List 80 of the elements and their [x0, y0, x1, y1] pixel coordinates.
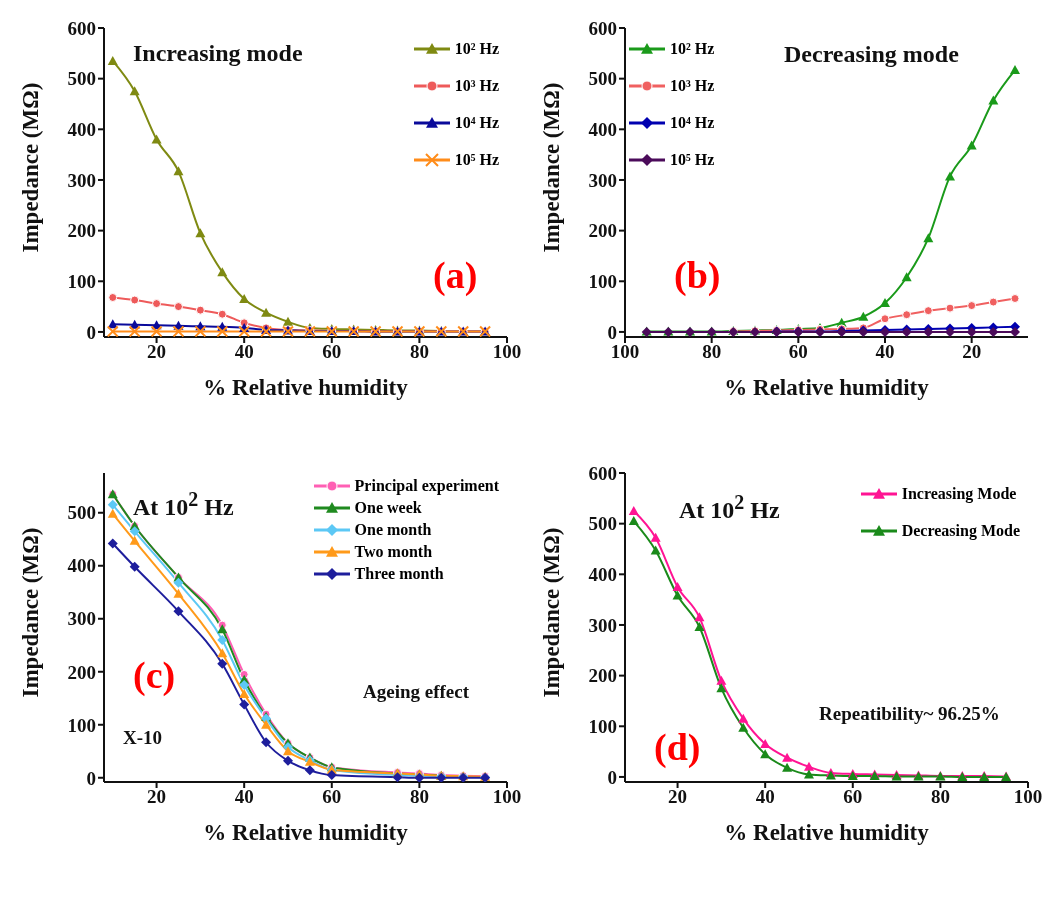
x-tick-label: 100: [1013, 786, 1043, 808]
y-tick-label: 600: [67, 17, 96, 39]
y-tick-label: 400: [67, 555, 96, 577]
annotation: Ageing effect: [363, 681, 470, 703]
y-tick-label: 0: [607, 766, 617, 788]
annotation: X-10: [123, 727, 163, 749]
legend-label: 10⁴ Hz: [670, 113, 715, 132]
y-tick-label: 200: [588, 665, 617, 687]
y-axis-title: Impedance (MΩ): [539, 82, 565, 253]
y-tick-label: 300: [588, 614, 617, 636]
x-tick-label: 60: [843, 786, 863, 808]
y-tick-label: 400: [588, 119, 617, 141]
y-tick-label: 100: [588, 271, 617, 293]
annotation: (c): [133, 653, 176, 697]
x-tick-label: 60: [322, 786, 342, 808]
y-axis-title: Impedance (MΩ): [539, 527, 565, 698]
y-tick-label: 100: [588, 716, 617, 738]
y-tick-label: 600: [588, 17, 617, 39]
x-axis-title: % Relative humidity: [724, 820, 930, 845]
x-tick-label: 100: [492, 341, 522, 363]
legend-label: 10⁵ Hz: [454, 150, 499, 169]
y-tick-label: 500: [67, 502, 96, 524]
y-tick-label: 200: [588, 220, 617, 242]
x-tick-label: 100: [492, 786, 522, 808]
x-axis-title: % Relative humidity: [203, 820, 409, 845]
annotation: (b): [674, 253, 721, 297]
x-tick-label: 20: [962, 341, 982, 363]
x-tick-label: 40: [234, 786, 254, 808]
y-tick-label: 100: [67, 271, 96, 293]
y-tick-label: 500: [588, 513, 617, 535]
legend-label: 10⁵ Hz: [670, 150, 715, 169]
legend-label: One month: [354, 521, 432, 539]
y-tick-label: 300: [67, 169, 96, 191]
y-tick-label: 0: [86, 767, 96, 789]
legend-label: Principal experiment: [354, 477, 499, 495]
legend-label: 10² Hz: [454, 39, 499, 58]
legend-label: 10⁴ Hz: [454, 113, 499, 132]
x-tick-label: 80: [930, 786, 950, 808]
legend-label: 10² Hz: [670, 39, 715, 58]
y-tick-label: 200: [67, 220, 96, 242]
x-tick-label: 80: [409, 341, 429, 363]
x-tick-label: 80: [702, 341, 722, 363]
text: Decreasing mode: [784, 41, 959, 68]
x-tick-label: 40: [875, 341, 895, 363]
legend-label: 10³ Hz: [454, 76, 499, 95]
legend-label: 10³ Hz: [670, 76, 715, 95]
x-tick-label: 40: [234, 341, 254, 363]
y-tick-label: 500: [588, 68, 617, 90]
text: At 10$^{2}$ Hz: [679, 491, 780, 524]
legend-label: Decreasing Mode: [901, 521, 1020, 540]
x-tick-label: 60: [788, 341, 808, 363]
text: Increasing mode: [133, 40, 303, 67]
x-tick-label: 20: [147, 786, 167, 808]
annotation: (a): [433, 253, 478, 297]
legend-label: One week: [354, 499, 422, 517]
x-axis-title: % Relative humidity: [203, 375, 409, 400]
y-tick-label: 0: [607, 321, 617, 343]
y-tick-label: 300: [67, 608, 96, 630]
y-tick-label: 500: [67, 68, 96, 90]
legend-label: Two month: [354, 543, 433, 561]
y-tick-label: 0: [86, 321, 96, 343]
x-tick-label: 80: [409, 786, 429, 808]
legend-label: Three month: [354, 565, 444, 583]
y-tick-label: 300: [588, 169, 617, 191]
y-tick-label: 400: [588, 564, 617, 586]
y-tick-label: 100: [67, 714, 96, 736]
y-tick-label: 400: [67, 119, 96, 141]
y-tick-label: 600: [588, 462, 617, 484]
x-axis-title: % Relative humidity: [724, 375, 930, 400]
y-axis-title: Impedance (MΩ): [18, 82, 44, 253]
x-tick-label: 20: [668, 786, 688, 808]
text: At 10$^{2}$ Hz: [133, 488, 234, 521]
annotation: (d): [654, 725, 701, 769]
legend-label: Increasing Mode: [901, 484, 1017, 503]
annotation: Repeatibility~ 96.25%: [819, 703, 1000, 725]
x-tick-label: 60: [322, 341, 342, 363]
y-axis-title: Impedance (MΩ): [18, 527, 44, 698]
x-tick-label: 40: [755, 786, 775, 808]
y-tick-label: 200: [67, 661, 96, 683]
x-tick-label: 20: [147, 341, 167, 363]
